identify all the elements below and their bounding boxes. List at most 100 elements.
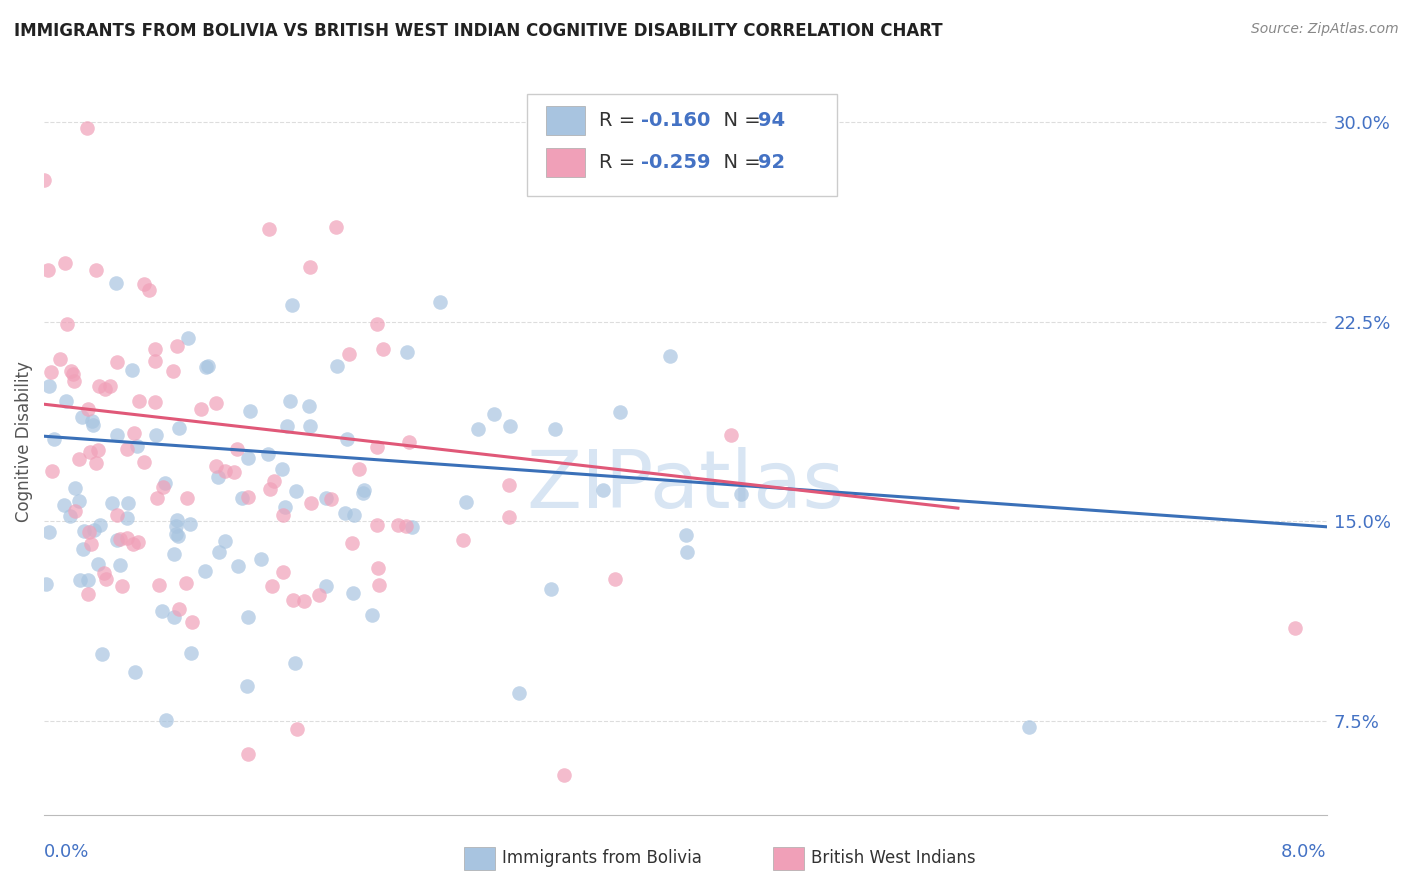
Point xyxy=(271,565,294,579)
Point xyxy=(162,364,184,378)
Point xyxy=(730,487,752,501)
Point xyxy=(105,533,128,548)
Point xyxy=(298,399,321,413)
Point xyxy=(499,418,522,433)
Point xyxy=(128,394,150,409)
Text: 94: 94 xyxy=(758,111,785,130)
Point xyxy=(110,579,132,593)
Point xyxy=(429,294,451,309)
Point xyxy=(484,407,506,421)
Point xyxy=(235,679,257,693)
Point xyxy=(73,524,96,539)
Point xyxy=(166,513,188,527)
Point xyxy=(222,465,245,479)
Point xyxy=(143,342,166,356)
Point xyxy=(117,496,139,510)
Point xyxy=(94,382,117,396)
Point xyxy=(263,474,285,488)
Point xyxy=(105,427,128,442)
Point xyxy=(271,462,294,476)
Point xyxy=(180,646,202,660)
Point xyxy=(148,578,170,592)
Point xyxy=(167,420,190,434)
Point xyxy=(214,534,236,549)
Point xyxy=(361,607,384,622)
Point xyxy=(299,496,322,510)
Point xyxy=(86,263,108,277)
Point xyxy=(454,495,477,509)
Point xyxy=(49,352,72,367)
Point xyxy=(98,378,121,392)
Point xyxy=(353,483,375,497)
Text: 92: 92 xyxy=(758,153,785,172)
Point xyxy=(366,317,388,331)
Point xyxy=(163,547,186,561)
Point xyxy=(55,393,77,408)
Point xyxy=(155,475,177,490)
Point xyxy=(108,532,131,546)
Point xyxy=(271,508,294,522)
Point xyxy=(387,517,409,532)
Point xyxy=(366,518,388,533)
Point xyxy=(77,524,100,539)
Point xyxy=(194,564,217,578)
Text: Source: ZipAtlas.com: Source: ZipAtlas.com xyxy=(1251,22,1399,37)
Point xyxy=(236,451,259,466)
Text: IMMIGRANTS FROM BOLIVIA VS BRITISH WEST INDIAN COGNITIVE DISABILITY CORRELATION : IMMIGRANTS FROM BOLIVIA VS BRITISH WEST … xyxy=(14,22,942,40)
Point xyxy=(179,516,201,531)
Point xyxy=(592,483,614,498)
Point xyxy=(52,498,75,512)
Point xyxy=(292,594,315,608)
Point xyxy=(498,509,520,524)
Point xyxy=(609,405,631,419)
Point xyxy=(259,483,281,497)
Point xyxy=(226,559,249,574)
Point xyxy=(280,298,302,312)
Text: -0.259: -0.259 xyxy=(641,153,710,172)
Point xyxy=(236,490,259,504)
Point xyxy=(257,447,280,461)
Point xyxy=(67,451,90,466)
Point xyxy=(278,393,301,408)
Point xyxy=(177,331,200,345)
Point xyxy=(121,362,143,376)
Point xyxy=(225,442,247,457)
Point xyxy=(89,518,111,533)
Point xyxy=(93,566,115,581)
Point xyxy=(498,477,520,491)
Text: Immigrants from Bolivia: Immigrants from Bolivia xyxy=(502,849,702,867)
Point xyxy=(146,491,169,505)
Point xyxy=(127,534,149,549)
Point xyxy=(79,445,101,459)
Point xyxy=(373,343,395,357)
Point xyxy=(38,525,60,540)
Point xyxy=(605,572,627,586)
Point xyxy=(368,578,391,592)
Point xyxy=(143,354,166,368)
Point xyxy=(325,219,347,234)
Point xyxy=(284,483,307,498)
Point xyxy=(315,491,337,505)
Point xyxy=(115,531,138,545)
Point xyxy=(284,656,307,670)
Point xyxy=(214,464,236,478)
Point xyxy=(553,767,575,781)
Point xyxy=(287,722,309,736)
Point xyxy=(59,509,82,524)
Point xyxy=(337,347,360,361)
Point xyxy=(37,263,59,277)
Point xyxy=(44,432,66,446)
Point xyxy=(72,542,94,557)
Point xyxy=(83,523,105,537)
Point xyxy=(281,593,304,607)
Point xyxy=(63,504,86,518)
Point xyxy=(394,518,416,533)
Point xyxy=(205,396,228,410)
Point xyxy=(34,173,56,187)
Point xyxy=(543,421,565,435)
Point xyxy=(231,491,253,506)
Point xyxy=(117,511,139,525)
Point xyxy=(105,277,128,291)
Point xyxy=(257,222,280,236)
Point xyxy=(658,350,681,364)
